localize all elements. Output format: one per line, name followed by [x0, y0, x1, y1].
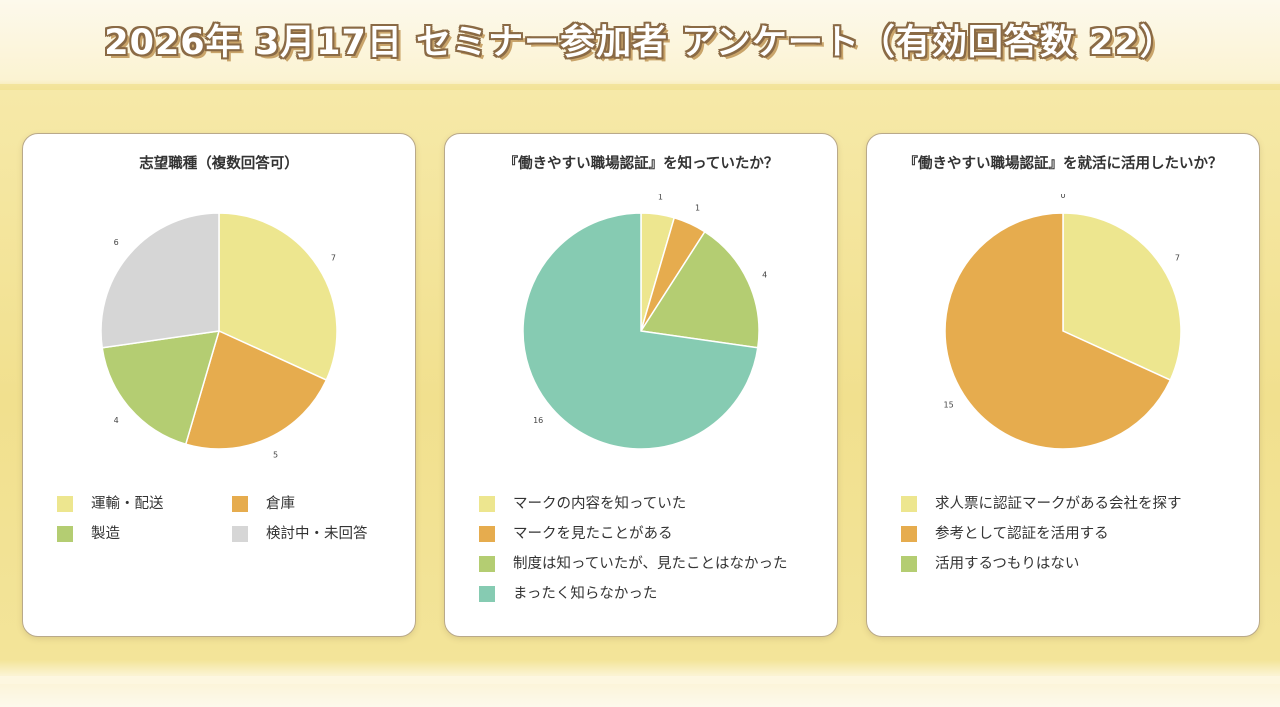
- legend-label: 製造: [91, 526, 120, 542]
- pie-data-label: 16: [533, 416, 543, 425]
- pie-data-label: 1: [658, 194, 663, 201]
- chart-title: 『働きやすい職場認証』を知っていたか？: [503, 156, 779, 172]
- legend-label: 活用するつもりはない: [935, 556, 1080, 572]
- legend-swatch: [901, 496, 917, 512]
- legend-label: 制度は知っていたが、見たことはなかった: [513, 556, 788, 572]
- legend-swatch: [232, 526, 248, 542]
- legend-label: 求人票に認証マークがある会社を探す: [935, 496, 1182, 512]
- header-divider: [0, 84, 1280, 90]
- pie-data-label: 7: [331, 254, 336, 263]
- pie-data-label: 7: [1175, 254, 1180, 263]
- pie-chart-awareness: 1 1 4 16: [522, 194, 767, 450]
- pie-chart-desired-job: 7 5 4 6: [100, 212, 338, 460]
- legend-label: 運輸・配送: [91, 496, 164, 512]
- pie-chart-usage-intent: 7 15 0: [944, 194, 1182, 450]
- chart-title: 『働きやすい職場認証』を就活に活用したいか？: [903, 156, 1223, 172]
- legend-swatch: [479, 586, 495, 602]
- pie-slice: [1062, 212, 1182, 382]
- pie-data-label: 4: [114, 416, 119, 425]
- legend-swatch: [479, 496, 495, 512]
- legend-swatch: [901, 526, 917, 542]
- pie-slice: [639, 230, 760, 349]
- page-title: 2026年 3月17日 セミナー参加者 アンケート（有効回答数 22）: [104, 23, 1176, 63]
- legend-swatch: [479, 526, 495, 542]
- legend-label: マークを見たことがある: [513, 526, 673, 542]
- legend-label: 参考として認証を活用する: [935, 526, 1109, 542]
- chart-card-awareness: 『働きやすい職場認証』を知っていたか？ 1 1 4 16 マークの内容を知っていた マー…: [444, 133, 838, 637]
- pie-data-label: 1: [695, 203, 700, 212]
- pie-data-label: 6: [114, 238, 119, 247]
- legend-swatch: [232, 496, 248, 512]
- legend-swatch: [479, 556, 495, 572]
- chart-title: 志望職種（複数回答可）: [139, 156, 299, 172]
- legend-label: マークの内容を知っていた: [513, 496, 687, 512]
- chart-card-desired-job: 志望職種（複数回答可） 7 5 4 6 運輸・配送 倉庫製造 検討中・未回答: [22, 133, 416, 637]
- pie-slice: [184, 329, 328, 450]
- legend-swatch: [901, 556, 917, 572]
- pie-data-label: 4: [762, 271, 767, 280]
- footer-band: [0, 676, 1280, 684]
- legend-label: 検討中・未回答: [266, 526, 368, 542]
- pie-data-label: 5: [273, 451, 278, 460]
- pie-slice: [522, 212, 759, 450]
- legend-label: 倉庫: [266, 496, 295, 512]
- legend-swatch: [57, 526, 73, 542]
- pie-data-label: 15: [944, 401, 954, 410]
- legend-label: まったく知らなかった: [513, 586, 658, 602]
- legend-swatch: [57, 496, 73, 512]
- chart-card-usage-intent: 『働きやすい職場認証』を就活に活用したいか？ 7 15 0 求人票に認証マークがある…: [866, 133, 1260, 637]
- pie-data-label: 0: [1060, 194, 1065, 200]
- pie-slice: [218, 212, 338, 382]
- pie-slice: [100, 212, 220, 349]
- pie-slice: [944, 212, 1172, 450]
- pie-slice: [101, 330, 221, 446]
